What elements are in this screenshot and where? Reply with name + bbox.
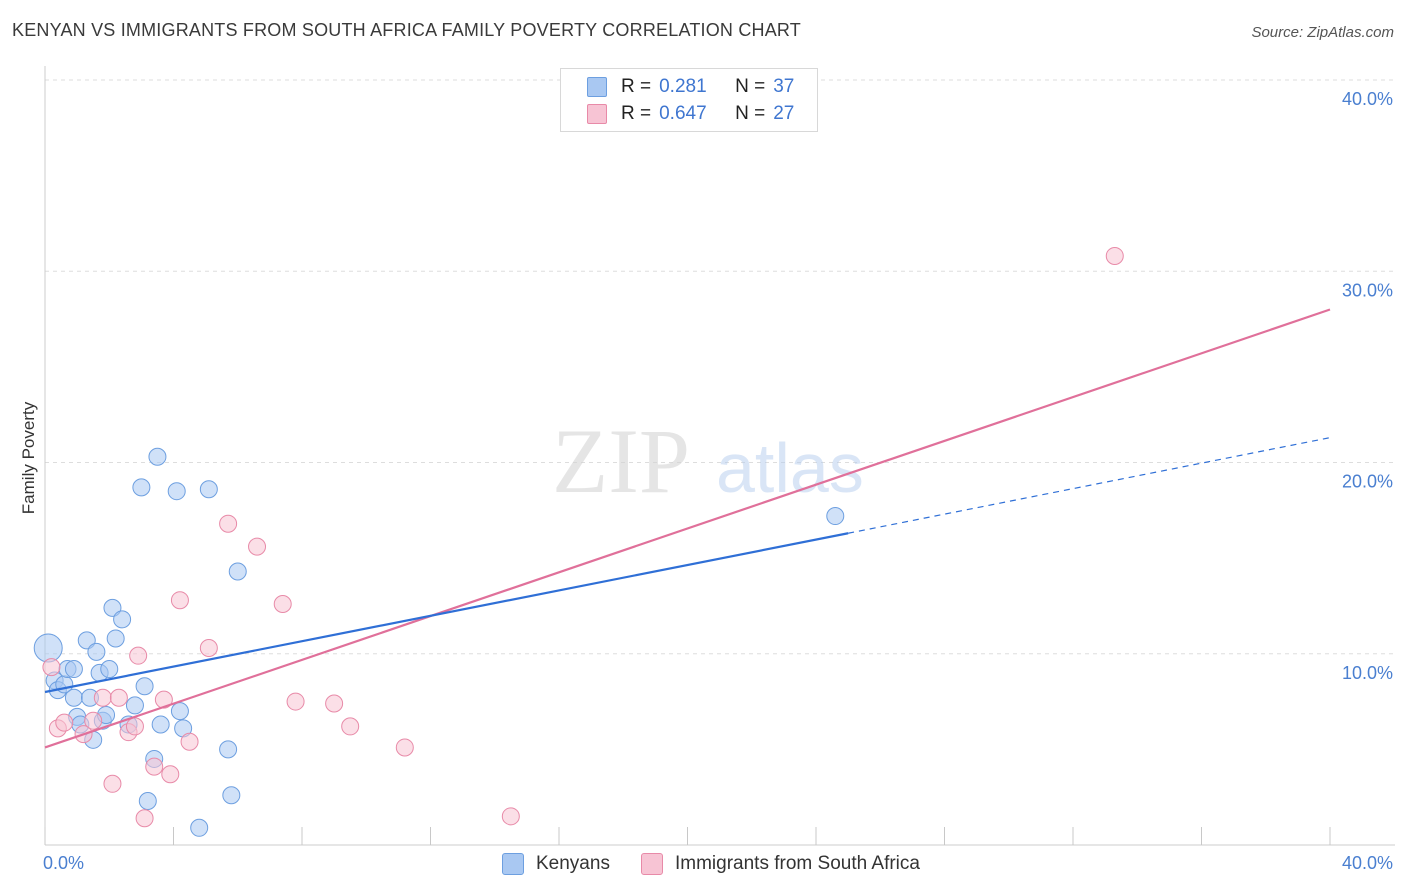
data-point <box>103 598 122 617</box>
data-point <box>42 658 61 677</box>
data-point <box>84 711 103 730</box>
data-point <box>222 786 241 805</box>
data-point <box>190 818 209 837</box>
data-point <box>151 715 170 734</box>
data-point <box>170 591 189 610</box>
legend-n-value: 37 <box>773 76 795 97</box>
y-tick-label: 20.0% <box>1342 472 1393 492</box>
data-point <box>219 740 238 759</box>
data-point <box>273 595 292 614</box>
data-point <box>33 633 63 663</box>
data-point <box>199 639 218 658</box>
y-axis-title: Family Poverty <box>19 401 38 514</box>
legend-r-value: 0.281 <box>659 76 707 97</box>
bottom-legend-swatch-kenyans <box>502 853 524 875</box>
x-tick-label: 0.0% <box>43 853 84 873</box>
legend-n-value: 27 <box>773 103 795 124</box>
data-point <box>77 631 96 650</box>
legend-swatch-immigrants <box>587 104 607 124</box>
correlation-legend: R = 0.281 N = 37 R = 0.647 N = 27 <box>560 68 818 132</box>
watermark-atlas: atlas <box>716 429 864 507</box>
data-point <box>100 660 119 679</box>
legend-row-kenyans: R = 0.281 N = 37 <box>587 75 794 99</box>
data-point <box>167 482 186 501</box>
data-point <box>148 447 167 466</box>
data-point <box>55 713 74 732</box>
data-point <box>125 717 144 736</box>
data-point <box>138 792 157 811</box>
y-tick-label: 40.0% <box>1342 89 1393 109</box>
trend-line-kenyans <box>44 532 849 694</box>
data-point <box>826 507 845 526</box>
bottom-legend-swatch-immigrants <box>641 853 663 875</box>
data-point <box>64 688 83 707</box>
legend-row-immigrants: R = 0.647 N = 27 <box>587 102 794 126</box>
data-point <box>219 514 238 533</box>
data-point <box>325 694 344 713</box>
data-point <box>113 610 132 629</box>
gridlines <box>45 79 1395 655</box>
bottom-legend-label-immigrants: Immigrants from South Africa <box>675 853 920 874</box>
legend-swatch-kenyans <box>587 77 607 97</box>
legend-r-label: R = <box>621 103 652 124</box>
bottom-legend-kenyans: Kenyans <box>502 852 610 876</box>
watermark-zip: ZIP <box>552 410 690 512</box>
data-point <box>145 757 164 776</box>
data-point <box>286 692 305 711</box>
data-point <box>170 702 189 721</box>
data-point <box>132 478 151 497</box>
data-point <box>180 732 199 751</box>
data-point <box>87 642 106 661</box>
bottom-legend-immigrants: Immigrants from South Africa <box>641 852 920 876</box>
data-point <box>228 562 247 581</box>
legend-n-label: N = <box>735 76 766 97</box>
legend-r-value: 0.647 <box>659 103 707 124</box>
axes <box>44 66 1395 846</box>
data-point <box>125 696 144 715</box>
data-point <box>341 717 360 736</box>
y-tick-labels: 10.0% 20.0% 30.0% 40.0% <box>1342 89 1393 683</box>
chart-title: KENYAN VS IMMIGRANTS FROM SOUTH AFRICA F… <box>12 20 801 40</box>
y-tick-label: 30.0% <box>1342 280 1393 300</box>
legend-r-label: R = <box>621 76 652 97</box>
trend-line-immigrants <box>44 308 1331 749</box>
data-point <box>135 809 154 828</box>
data-point <box>109 688 128 707</box>
data-point <box>199 480 218 499</box>
data-point <box>501 807 520 826</box>
data-point <box>135 677 154 696</box>
data-point <box>395 738 414 757</box>
data-points <box>33 246 1124 837</box>
data-point <box>103 774 122 793</box>
bottom-legend-label-kenyans: Kenyans <box>536 853 610 874</box>
trend-line-kenyans-extension <box>848 437 1331 534</box>
data-point <box>64 660 83 679</box>
source-label: Source: ZipAtlas.com <box>1251 24 1394 41</box>
data-point <box>1105 246 1124 265</box>
data-point <box>106 629 125 648</box>
data-point <box>93 688 112 707</box>
data-point <box>161 765 180 784</box>
y-tick-label: 10.0% <box>1342 663 1393 683</box>
data-point <box>154 690 173 709</box>
data-point <box>129 646 148 665</box>
data-point <box>248 537 267 556</box>
legend-n-label: N = <box>735 103 766 124</box>
trend-lines <box>44 308 1331 749</box>
x-tick-labels: 0.0% 40.0% <box>43 853 1393 873</box>
x-tick-label: 40.0% <box>1342 853 1393 873</box>
